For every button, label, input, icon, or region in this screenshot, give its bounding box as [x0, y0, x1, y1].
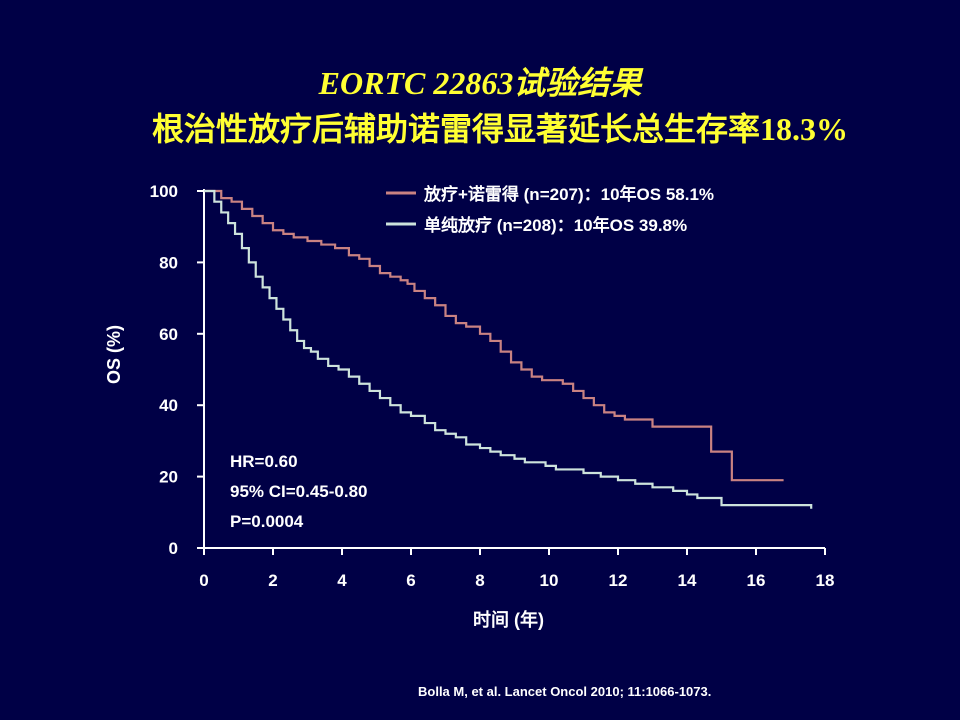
y-tick-label: 0	[169, 539, 178, 558]
legend-label-1: 放疗+诺雷得 (n=207)：10年OS 58.1%	[423, 184, 714, 204]
x-tick-label: 18	[816, 571, 835, 590]
x-tick-label: 10	[540, 571, 559, 590]
legend-label-2: 单纯放疗 (n=208)：10年OS 39.8%	[424, 215, 687, 235]
chart-legend: 放疗+诺雷得 (n=207)：10年OS 58.1% 单纯放疗 (n=208)：1…	[386, 184, 714, 235]
y-tick-label: 80	[159, 253, 178, 272]
slide-title-line2: 根治性放疗后辅助诺雷得显著延长总生存率18.3%	[151, 111, 848, 147]
x-tick-label: 8	[475, 571, 484, 590]
y-axis-label: OS (%)	[104, 325, 124, 384]
x-tick-label: 2	[268, 571, 277, 590]
x-axis-label: 时间 (年)	[473, 609, 544, 630]
x-tick-label: 14	[678, 571, 697, 590]
x-tick-label: 0	[199, 571, 208, 590]
y-tick-label: 60	[159, 325, 178, 344]
x-tick-label: 12	[609, 571, 628, 590]
y-tick-label: 100	[150, 182, 178, 201]
x-tick-label: 16	[747, 571, 766, 590]
chart-annotations: HR=0.60 95% CI=0.45-0.80 P=0.0004	[230, 452, 368, 531]
series-line-2	[204, 189, 813, 509]
y-tick-label: 20	[159, 468, 178, 487]
series-line-1	[204, 189, 784, 482]
slide-title-line1: EORTC 22863试验结果	[318, 65, 642, 101]
annotation-3: P=0.0004	[230, 512, 304, 531]
x-tick-label: 6	[406, 571, 415, 590]
annotation-1: HR=0.60	[230, 452, 298, 471]
x-tick-label: 4	[337, 571, 347, 590]
citation: Bolla M, et al. Lancet Oncol 2010; 11:10…	[418, 684, 712, 699]
y-tick-label: 40	[159, 396, 178, 415]
annotation-2: 95% CI=0.45-0.80	[230, 482, 368, 501]
chart-curves	[204, 189, 813, 509]
chart-axes: 0 2 4 6 8 10 12 14 16 18 0 20 40 60 80 100 时间 (年) OS (%)	[104, 182, 834, 630]
